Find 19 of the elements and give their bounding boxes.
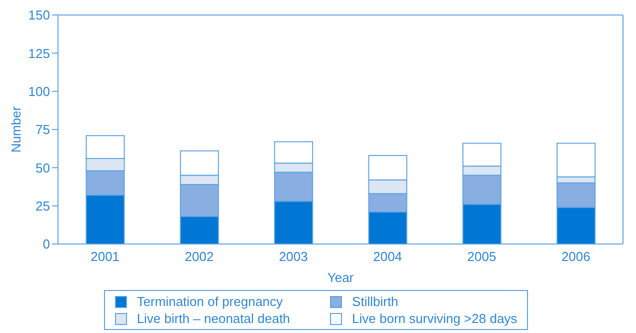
y-tick-label: 75 xyxy=(36,122,50,138)
x-tick-label: 2004 xyxy=(373,249,402,264)
x-tick-label: 2002 xyxy=(184,249,214,264)
x-tick-label: 2003 xyxy=(278,249,308,264)
y-tick-label: 100 xyxy=(28,84,50,99)
x-tick-label: 2005 xyxy=(467,249,496,264)
y-tick-label: 50 xyxy=(36,160,50,176)
legend-label: Live birth – neonatal death xyxy=(136,311,290,326)
legend-label: Stillbirth xyxy=(352,294,398,309)
y-tick-label: 125 xyxy=(28,46,50,61)
legend-label: Termination of pregnancy xyxy=(136,294,283,309)
legend-label: Live born surviving >28 days xyxy=(352,311,518,326)
y-tick-label: 150 xyxy=(28,8,50,23)
x-axis-title: Year xyxy=(327,270,354,285)
y-tick-label: 0 xyxy=(42,236,50,252)
x-tick-label: 2001 xyxy=(90,249,120,264)
y-tick-label: 25 xyxy=(36,198,50,214)
y-axis-title: Number xyxy=(8,106,24,153)
x-tick-label: 2006 xyxy=(561,249,590,264)
